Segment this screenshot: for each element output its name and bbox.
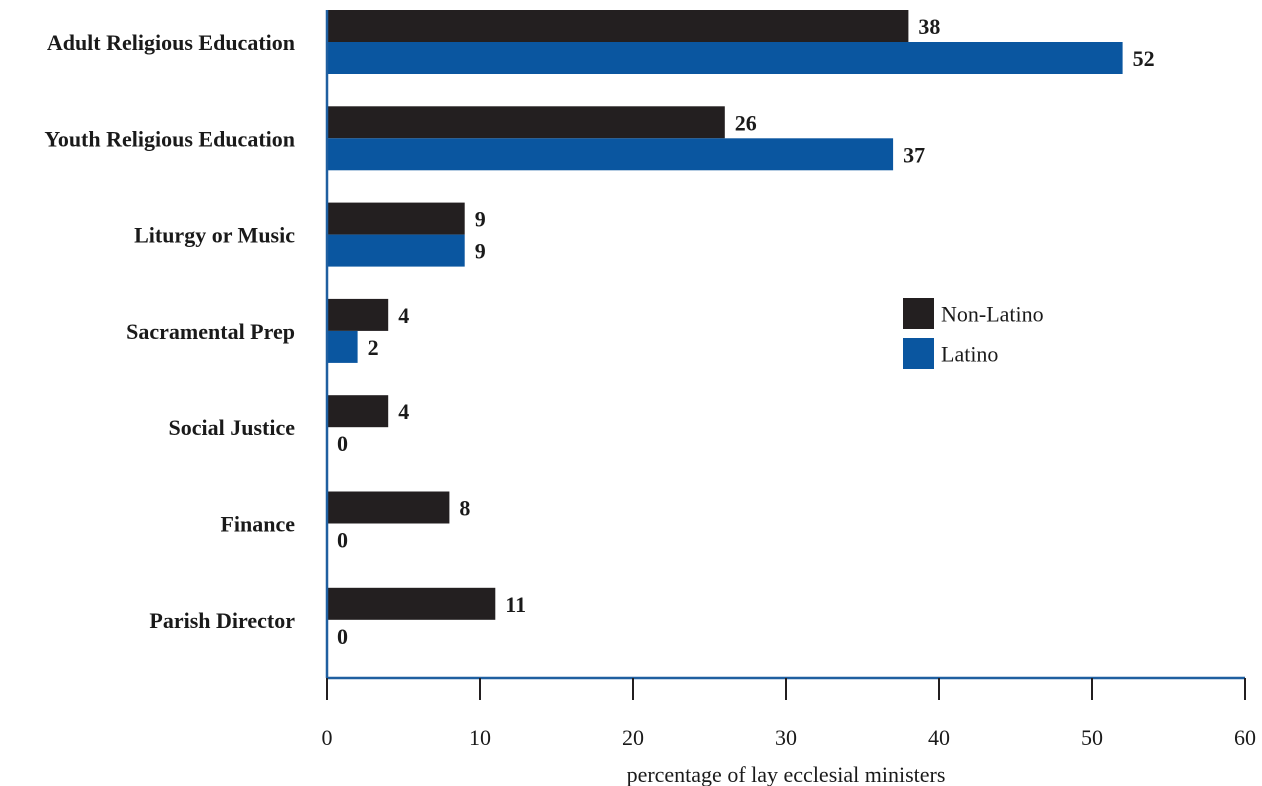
x-axis-title: percentage of lay ecclesial ministers: [627, 762, 946, 786]
bar-non-latino: [327, 298, 389, 331]
x-tick-label: 10: [469, 725, 491, 750]
data-label: 11: [505, 592, 526, 617]
x-tick-label: 0: [322, 725, 333, 750]
x-tick-label: 40: [928, 725, 950, 750]
data-label: 9: [475, 207, 486, 232]
data-label: 52: [1133, 46, 1155, 71]
data-label: 0: [337, 431, 348, 456]
bar-latino: [327, 138, 894, 171]
x-ticks: 0 10 20 30 40 50 60: [322, 678, 1256, 750]
bar-latino: [327, 330, 358, 363]
data-label: 4: [398, 303, 409, 328]
bar-non-latino: [327, 491, 450, 524]
legend-swatch: [903, 338, 934, 369]
category-label: Adult Religious Education: [47, 30, 295, 55]
data-label: 0: [337, 624, 348, 649]
bar-non-latino: [327, 395, 389, 428]
data-label: 26: [735, 110, 757, 135]
x-tick-label: 30: [775, 725, 797, 750]
category-labels: Adult Religious Education Youth Religious…: [44, 30, 295, 633]
category-label: Finance: [220, 512, 295, 537]
x-tick-label: 60: [1234, 725, 1256, 750]
x-tick-label: 50: [1081, 725, 1103, 750]
legend: Non-Latino Latino: [903, 298, 1044, 369]
bar-non-latino: [327, 587, 496, 620]
bar-latino: [327, 234, 465, 267]
bar-latino: [327, 42, 1123, 74]
data-label: 8: [459, 496, 470, 521]
data-label: 4: [398, 399, 409, 424]
data-label: 9: [475, 239, 486, 264]
legend-swatch: [903, 298, 934, 329]
category-label: Social Justice: [169, 415, 296, 440]
bar-non-latino: [327, 202, 465, 235]
data-label: 37: [903, 142, 925, 167]
x-tick-label: 20: [622, 725, 644, 750]
category-label: Sacramental Prep: [126, 319, 295, 344]
bar-non-latino: [327, 106, 725, 139]
bars-layer: [327, 10, 1123, 620]
bar-non-latino: [327, 10, 909, 42]
data-label: 0: [337, 528, 348, 553]
legend-label: Non-Latino: [941, 302, 1044, 327]
data-label: 38: [918, 14, 940, 39]
category-label: Liturgy or Music: [134, 223, 295, 248]
data-label: 2: [368, 335, 379, 360]
legend-label: Latino: [941, 342, 998, 367]
category-label: Youth Religious Education: [44, 126, 295, 151]
category-label: Parish Director: [149, 608, 295, 633]
